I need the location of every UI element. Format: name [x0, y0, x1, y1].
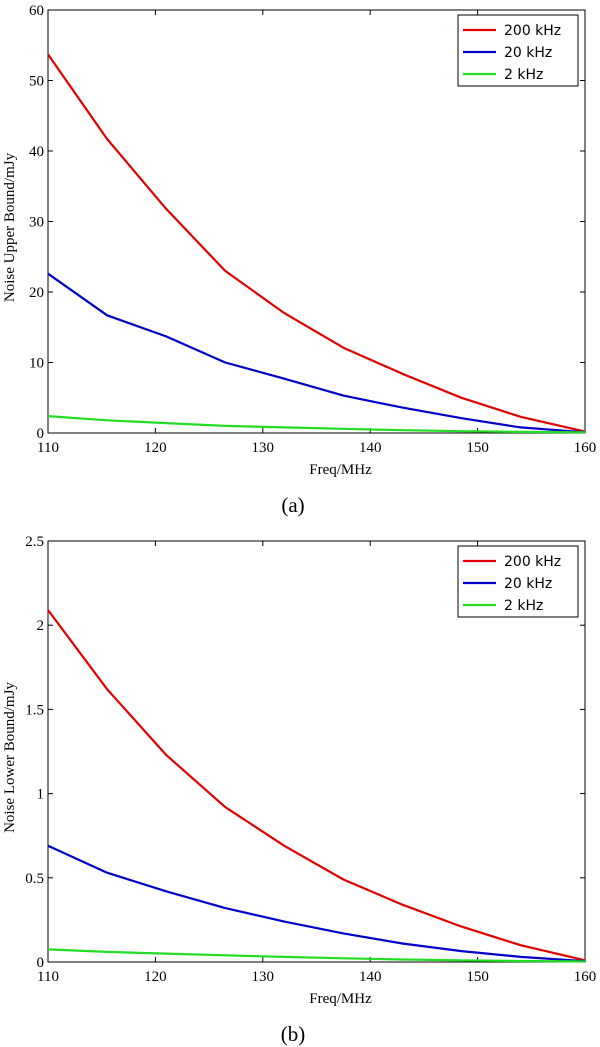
- y-axis-label: Noise Upper Bound/mJy: [2, 152, 18, 302]
- x-tick-label: 110: [37, 440, 59, 456]
- legend-label: 2 kHz: [504, 67, 543, 83]
- y-tick-label: 0.5: [25, 871, 44, 887]
- y-axis-label: Noise Lower Bound/mJy: [2, 682, 18, 833]
- y-tick-label: 1.5: [25, 702, 44, 718]
- x-tick-label: 110: [37, 969, 59, 985]
- x-tick-label: 130: [252, 440, 275, 456]
- x-axis-label: Freq/MHz: [309, 991, 372, 1007]
- series-line-200-khz: [47, 609, 586, 962]
- y-tick-label: 1: [37, 787, 45, 803]
- y-tick-label: 0: [37, 426, 45, 442]
- series-line-20-khz: [47, 844, 586, 963]
- x-tick-label: 150: [466, 440, 489, 456]
- series-line-20-khz: [47, 272, 586, 434]
- y-tick-label: 30: [29, 215, 44, 231]
- legend-label: 20 kHz: [504, 45, 552, 61]
- legend-label: 200 kHz: [504, 554, 561, 570]
- series-line-200-khz: [47, 53, 586, 433]
- x-tick-label: 160: [574, 440, 597, 456]
- series-line-2-khz: [47, 415, 586, 434]
- x-tick-label: 140: [359, 440, 382, 456]
- x-tick-label: 120: [144, 440, 167, 456]
- y-tick-label: 2: [37, 618, 45, 634]
- y-tick-label: 0: [37, 955, 45, 971]
- y-tick-label: 50: [29, 74, 44, 90]
- legend-label: 2 kHz: [504, 598, 543, 614]
- legend-label: 20 kHz: [504, 576, 552, 592]
- x-tick-label: 120: [144, 969, 167, 985]
- series-line-2-khz: [47, 948, 586, 963]
- x-tick-label: 140: [359, 969, 382, 985]
- y-tick-label: 2.5: [25, 534, 44, 550]
- y-tick-label: 20: [29, 285, 44, 301]
- x-axis-label: Freq/MHz: [309, 462, 372, 478]
- plot-frame: [47, 540, 586, 963]
- y-tick-label: 10: [29, 356, 44, 372]
- y-tick-label: 60: [29, 3, 44, 19]
- chart-panel-b: 110 120 130 140 150 160 0 0.5 1 1.5 2 2.5 200 kHz 20 …: [2, 534, 596, 1046]
- chart-panel-a: 110 120 130 140 150 160 0 10 20 30 40 50 60 200 kHz 20…: [2, 3, 596, 517]
- x-tick-label: 130: [252, 969, 275, 985]
- x-tick-label: 160: [574, 969, 597, 985]
- panel-caption: (a): [281, 493, 304, 517]
- y-tick-label: 40: [29, 144, 44, 160]
- panel-caption: (b): [281, 1022, 306, 1046]
- legend-label: 200 kHz: [504, 23, 561, 39]
- x-tick-label: 150: [466, 969, 489, 985]
